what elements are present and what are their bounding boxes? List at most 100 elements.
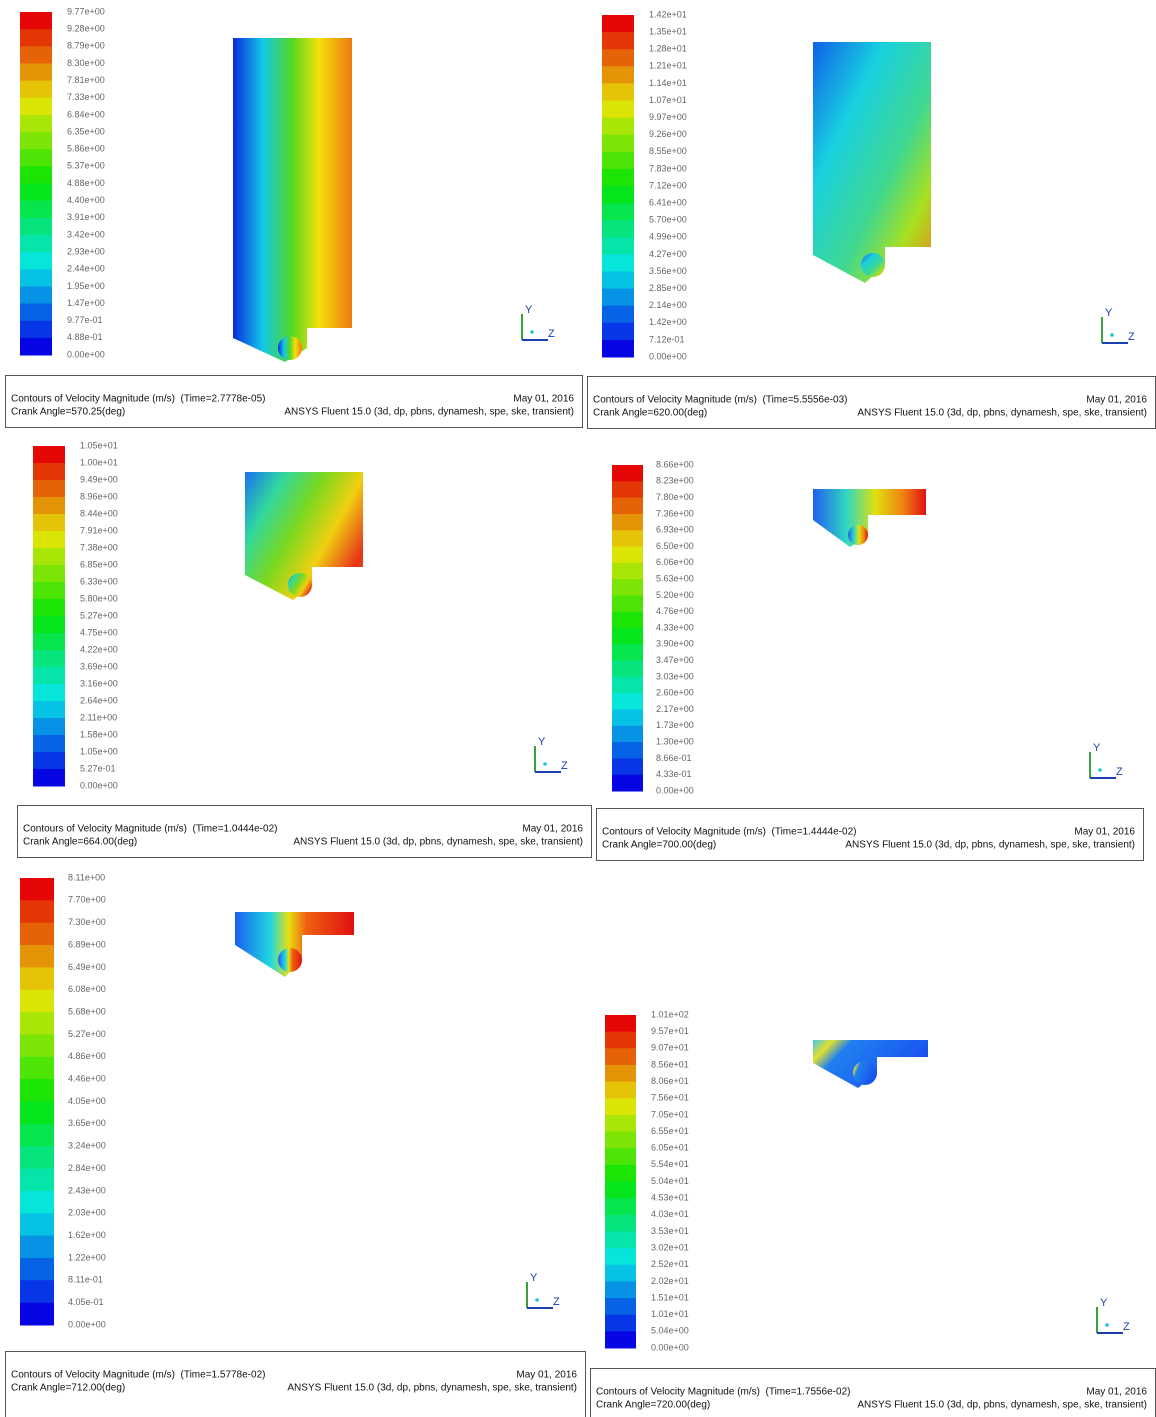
colorbar-band xyxy=(20,132,52,150)
colorbar-band xyxy=(605,1265,636,1282)
colorbar-band xyxy=(20,98,52,116)
triad-y-label: Y xyxy=(1105,307,1113,319)
colorbar-band xyxy=(20,1258,54,1281)
caption-date: May 01, 2016 xyxy=(1086,395,1147,406)
colorbar-band xyxy=(605,1182,636,1199)
caption-date: May 01, 2016 xyxy=(513,394,574,405)
legend-label: 2.17e+00 xyxy=(656,704,694,714)
legend-label: 6.55e+01 xyxy=(651,1126,689,1136)
legend-label: 1.01e+01 xyxy=(651,1309,689,1319)
colorbar-band xyxy=(602,49,634,67)
legend-label: 7.12e+00 xyxy=(649,180,687,190)
colorbar-band xyxy=(20,878,54,901)
legend-label: 3.02e+01 xyxy=(651,1242,689,1252)
triad-z-label: Z xyxy=(561,760,568,772)
contour-field xyxy=(233,38,352,362)
legend-label: 8.11e+00 xyxy=(68,872,105,882)
colorbar-band xyxy=(33,752,65,770)
legend-label: 1.14e+01 xyxy=(649,78,687,88)
colorbar-band xyxy=(20,166,52,184)
contour-panel: 8.11e+007.70e+007.30e+006.89e+006.49e+00… xyxy=(6,872,586,1417)
legend-label: 8.66e-01 xyxy=(656,753,692,763)
legend-label: 7.81e+00 xyxy=(67,75,105,85)
colorbar-band xyxy=(33,446,65,464)
contour-field xyxy=(813,42,931,283)
caption-date: May 01, 2016 xyxy=(1086,1387,1147,1398)
colorbar-band xyxy=(33,701,65,719)
legend-label: 3.47e+00 xyxy=(656,655,694,665)
legend-label: 5.68e+00 xyxy=(68,1006,106,1016)
colorbar-band xyxy=(612,661,643,678)
legend-label: 4.05e+00 xyxy=(68,1096,106,1106)
colorbar-band xyxy=(605,1281,636,1298)
legend-label: 7.05e+01 xyxy=(651,1109,689,1119)
colorbar-band xyxy=(602,323,634,341)
legend-label: 3.69e+00 xyxy=(80,661,118,671)
legend-label: 6.33e+00 xyxy=(80,576,118,586)
legend-label: 4.99e+00 xyxy=(649,232,687,242)
colorbar-band xyxy=(33,582,65,600)
triad-y-label: Y xyxy=(538,736,546,748)
colorbar-band xyxy=(20,286,52,304)
colorbar-band xyxy=(605,1165,636,1182)
caption-date: May 01, 2016 xyxy=(522,824,583,835)
contour-sheet: 9.77e+009.28e+008.79e+008.30e+007.81e+00… xyxy=(0,0,1156,1417)
legend-label: 1.58e+00 xyxy=(80,729,118,739)
caption-title: Contours of Velocity Magnitude (m/s) (Ti… xyxy=(11,394,265,405)
colorbar-band xyxy=(20,149,52,167)
legend-label: 6.08e+00 xyxy=(68,984,106,994)
legend-label: 7.38e+00 xyxy=(80,542,118,552)
colorbar-band xyxy=(33,718,65,736)
legend-label: 1.01e+02 xyxy=(651,1009,689,1019)
colorbar-band xyxy=(602,272,634,290)
legend-label: 1.00e+01 xyxy=(80,457,118,467)
colorbar-band xyxy=(33,480,65,498)
colorbar-band xyxy=(20,1236,54,1259)
valve xyxy=(288,573,312,597)
legend-label: 1.51e+01 xyxy=(651,1292,689,1302)
colorbar-band xyxy=(20,967,54,990)
triad-z-label: Z xyxy=(1123,1321,1130,1333)
valve xyxy=(278,948,302,972)
caption-software: ANSYS Fluent 15.0 (3d, dp, pbns, dynames… xyxy=(287,1383,577,1394)
colorbar-band xyxy=(602,203,634,221)
colorbar-band xyxy=(605,1331,636,1348)
colorbar-band xyxy=(602,169,634,187)
colorbar-band xyxy=(20,1012,54,1035)
legend-label: 3.24e+00 xyxy=(68,1141,106,1151)
colorbar-band xyxy=(602,254,634,272)
legend-label: 1.07e+01 xyxy=(649,95,687,105)
legend-label: 3.16e+00 xyxy=(80,678,118,688)
caption-crank-angle: Crank Angle=720.00(deg) xyxy=(596,1400,710,1411)
legend-label: 8.66e+00 xyxy=(656,459,694,469)
colorbar-band xyxy=(20,945,54,968)
legend-label: 4.05e-01 xyxy=(68,1297,104,1307)
triad-x-dot xyxy=(530,330,534,334)
legend-label: 5.80e+00 xyxy=(80,593,118,603)
colorbar-band xyxy=(605,1065,636,1082)
legend-label: 8.96e+00 xyxy=(80,491,118,501)
legend-label: 1.05e+01 xyxy=(80,440,118,450)
contour-panel: 1.42e+011.35e+011.28e+011.21e+011.14e+01… xyxy=(588,9,1156,428)
triad-x-dot xyxy=(535,1298,539,1302)
colorbar-band xyxy=(20,184,52,202)
legend-label: 0.00e+00 xyxy=(80,780,118,790)
legend-label: 9.57e+01 xyxy=(651,1026,689,1036)
colorbar-band xyxy=(20,1057,54,1080)
contour-field xyxy=(813,1040,928,1088)
legend-label: 1.47e+00 xyxy=(67,298,105,308)
colorbar-band xyxy=(33,769,65,787)
legend-label: 4.03e+01 xyxy=(651,1209,689,1219)
legend-label: 6.49e+00 xyxy=(68,962,106,972)
triad-x-dot xyxy=(1105,1323,1109,1327)
colorbar-band xyxy=(605,1098,636,1115)
caption-date: May 01, 2016 xyxy=(1074,827,1135,838)
colorbar-band xyxy=(602,15,634,33)
colorbar-band xyxy=(33,531,65,549)
colorbar-band xyxy=(33,497,65,515)
legend-label: 8.44e+00 xyxy=(80,508,118,518)
legend-label: 5.63e+00 xyxy=(656,573,694,583)
colorbar-band xyxy=(605,1215,636,1232)
colorbar-band xyxy=(20,900,54,923)
colorbar-band xyxy=(33,599,65,617)
